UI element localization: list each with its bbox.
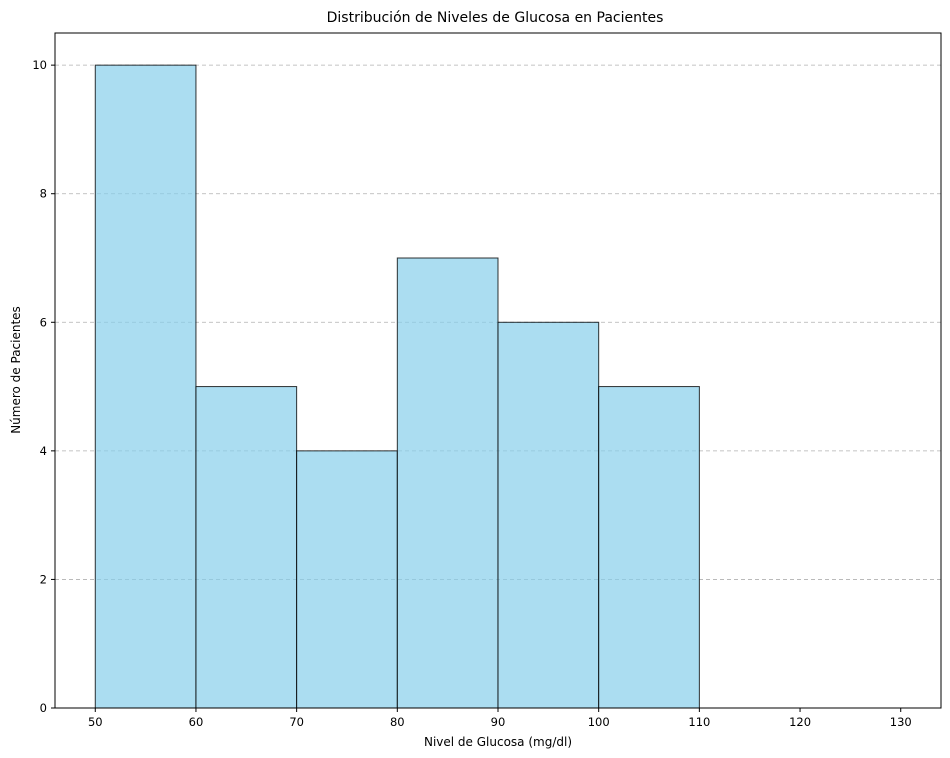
y-tick-label-4: 4 <box>40 444 47 458</box>
chart-title: Distribución de Niveles de Glucosa en Pa… <box>327 10 664 26</box>
y-tick-label-6: 6 <box>40 315 47 329</box>
y-tick-label-0: 0 <box>40 701 47 715</box>
x-axis-label: Nivel de Glucosa (mg/dl) <box>424 735 572 749</box>
x-tick-label-70: 70 <box>289 715 304 729</box>
x-tick-label-80: 80 <box>390 715 405 729</box>
y-tick-label-2: 2 <box>40 572 47 586</box>
bar-100-110 <box>598 386 700 709</box>
x-axis-ticks: 50 60 70 80 90 100 110 120 130 <box>88 708 912 729</box>
bar-60-70 <box>195 386 298 709</box>
y-axis-ticks: 0 2 4 6 8 10 <box>32 58 55 715</box>
x-tick-label-120: 120 <box>789 715 811 729</box>
bar-90-100 <box>497 321 600 709</box>
y-axis-label: Número de Pacientes <box>9 306 23 434</box>
histogram-bars <box>94 64 700 709</box>
x-tick-label-100: 100 <box>588 715 610 729</box>
bar-70-80 <box>296 450 398 709</box>
bar-80-90 <box>396 257 499 709</box>
x-tick-label-90: 90 <box>491 715 506 729</box>
y-tick-label-10: 10 <box>32 58 47 72</box>
y-tick-label-8: 8 <box>40 187 47 201</box>
bar-50-60 <box>94 64 197 709</box>
x-tick-label-110: 110 <box>688 715 710 729</box>
x-tick-label-60: 60 <box>189 715 204 729</box>
x-tick-label-130: 130 <box>890 715 912 729</box>
x-tick-label-50: 50 <box>88 715 103 729</box>
